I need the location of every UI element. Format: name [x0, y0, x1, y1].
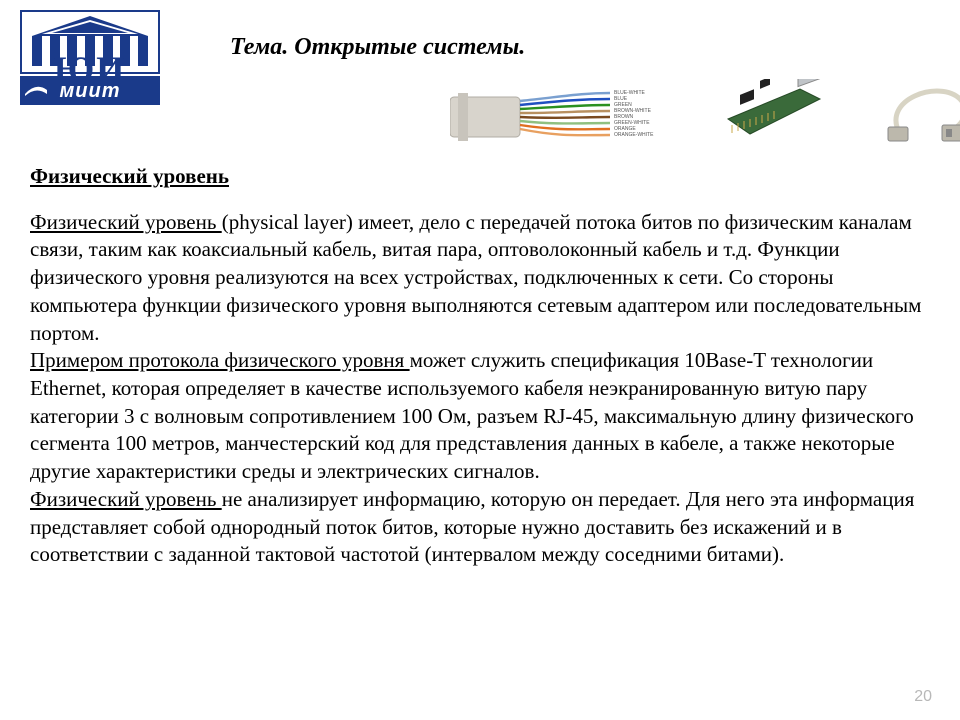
- slide-title: Тема. Открытые системы.: [230, 34, 960, 61]
- p3-lead: Физический уровень: [30, 487, 222, 511]
- slide-body: Физический уровень Физический уровень (p…: [0, 149, 960, 569]
- svg-text:ORANGE-WHITE: ORANGE-WHITE: [614, 132, 654, 138]
- network-card-illustration: [720, 79, 830, 149]
- illustration-row: BLUE-WHITE BLUE GREEN BROWN-WHITE BROWN …: [450, 79, 960, 149]
- logo-subtitle: миит: [20, 76, 160, 105]
- paragraph-3: Физический уровень не анализирует информ…: [30, 486, 930, 569]
- p2-lead: Примером протокола физического уровня: [30, 348, 410, 372]
- paragraph-2: Примером протокола физического уровня мо…: [30, 347, 930, 486]
- page-number: 20: [914, 688, 932, 706]
- utp-cable-illustration: BLUE-WHITE BLUE GREEN BROWN-WHITE BROWN …: [450, 79, 680, 149]
- p1-lead: Физический уровень: [30, 210, 222, 234]
- paragraph-1: Физический уровень (physical layer) имее…: [30, 209, 930, 348]
- section-heading: Физический уровень: [30, 163, 229, 191]
- institution-logo: ЮИ миит: [20, 10, 160, 105]
- connector-cable-illustration: [870, 79, 960, 149]
